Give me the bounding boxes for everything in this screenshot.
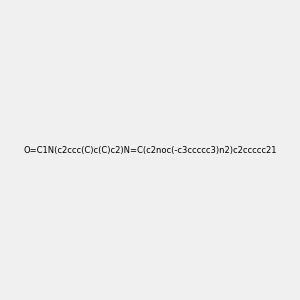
Text: O=C1N(c2ccc(C)c(C)c2)N=C(c2noc(-c3ccccc3)n2)c2ccccc21: O=C1N(c2ccc(C)c(C)c2)N=C(c2noc(-c3ccccc3… <box>23 146 277 154</box>
